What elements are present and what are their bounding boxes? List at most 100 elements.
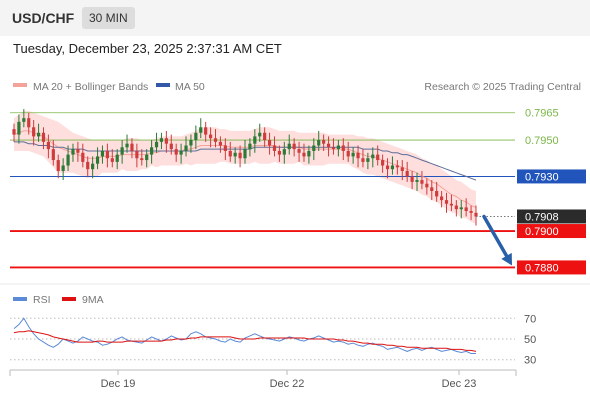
candle-body-36 [189, 140, 193, 146]
candle-body-32 [169, 143, 173, 150]
candle-body-25 [135, 150, 139, 159]
candle-body-68 [346, 150, 350, 157]
candle-body-77 [390, 165, 395, 170]
candle-body-92 [464, 207, 468, 212]
candle-body-0 [12, 129, 16, 135]
candle-body-72 [366, 158, 370, 162]
candle-body-22 [120, 147, 124, 155]
candle-body-54 [277, 150, 282, 155]
x-tick-label-0: Dec 19 [101, 378, 136, 390]
candle-body-87 [439, 196, 444, 201]
timeframe-badge[interactable]: 30 MIN [82, 7, 135, 29]
candle-body-19 [105, 150, 109, 159]
last-price-label: 0.7908 [525, 211, 559, 223]
rsi-chart: 70 50 30 [10, 313, 536, 367]
candle-body-44 [228, 150, 232, 157]
candle-body-31 [164, 138, 168, 144]
candle-body-94 [474, 212, 478, 217]
candle-body-60 [307, 150, 311, 157]
candle-body-59 [302, 152, 306, 157]
candle-body-90 [454, 205, 458, 210]
source-credit: Research © 2025 Trading Central [424, 81, 581, 93]
ma20-legend-label: MA 20 + Bollinger Bands [33, 81, 148, 93]
chart-header: USD/CHF 30 MIN [0, 0, 590, 36]
candle-body-74 [376, 154, 380, 161]
candle-body-61 [312, 145, 316, 151]
candle-body-66 [336, 145, 340, 150]
candle-body-57 [292, 143, 296, 150]
level-label-0.7880: 0.7880 [525, 262, 559, 274]
level-tag-0.7880 [517, 260, 586, 275]
candle-body-55 [282, 149, 286, 155]
rsi-legend: RSI 9MA [13, 294, 104, 306]
candle-body-11 [66, 154, 70, 166]
forecast-arrow-head [501, 252, 512, 266]
x-tick-label-2: Dec 23 [442, 378, 477, 390]
level-label-0.7900: 0.7900 [525, 226, 559, 238]
rsi-tick-70: 70 [524, 313, 536, 325]
candle-body-28 [150, 147, 154, 155]
candle-body-80 [405, 170, 409, 177]
candle-body-50 [258, 132, 262, 137]
candle-body-70 [356, 152, 360, 159]
rsi-ma-legend-label: 9MA [82, 294, 104, 306]
candle-body-85 [430, 187, 434, 191]
candle-body-30 [159, 138, 164, 142]
rsi-legend-label: RSI [33, 294, 51, 306]
bollinger-band [14, 110, 476, 224]
candle-body-5 [36, 132, 41, 137]
rsi-line [13, 317, 476, 354]
candle-body-79 [400, 167, 404, 171]
candle-body-14 [81, 152, 85, 162]
candle-body-33 [174, 149, 178, 155]
candle-body-39 [204, 127, 208, 135]
candles [12, 109, 478, 226]
candle-body-34 [179, 150, 183, 155]
candle-body-35 [184, 145, 188, 151]
candle-body-69 [351, 152, 355, 157]
candle-body-21 [115, 154, 119, 162]
price-chart: 0.7965 0.7950 0.7930 0.7900 0.7880 0.7908 [10, 108, 586, 275]
ma20-legend-swatch [13, 83, 27, 87]
level-tag-0.7900 [517, 224, 586, 239]
candle-body-49 [253, 136, 257, 144]
candle-body-43 [223, 145, 227, 151]
level-label-0.7965: 0.7965 [525, 108, 559, 120]
candle-body-71 [361, 158, 365, 162]
candle-body-20 [110, 158, 114, 162]
candle-body-15 [86, 161, 90, 170]
x-axis-ticks: Dec 19 Dec 22 Dec 23 [101, 370, 477, 390]
candle-body-45 [233, 152, 237, 157]
candle-body-29 [154, 141, 159, 148]
ma50-legend-label: MA 50 [175, 81, 205, 93]
candle-body-86 [435, 191, 439, 197]
candle-body-62 [317, 140, 321, 146]
currency-pair: USD/CHF [12, 10, 75, 26]
candle-body-3 [27, 118, 31, 128]
candle-body-47 [243, 149, 247, 159]
candle-body-9 [56, 160, 60, 171]
rsi-legend-swatch [13, 297, 27, 301]
candle-body-42 [218, 141, 223, 146]
candle-body-40 [208, 134, 213, 139]
candle-body-83 [420, 180, 424, 184]
candle-body-91 [459, 207, 463, 210]
candle-body-75 [381, 160, 385, 166]
candle-body-24 [130, 143, 134, 151]
candle-body-51 [263, 132, 267, 141]
candle-body-13 [76, 149, 80, 153]
last-price-tag [517, 209, 586, 224]
price-legend: MA 20 + Bollinger Bands MA 50 [13, 81, 205, 93]
candle-body-81 [410, 176, 414, 182]
rsi-tick-50: 50 [524, 334, 536, 346]
candle-body-12 [71, 149, 75, 155]
ma50-legend-swatch [156, 83, 170, 87]
level-label-0.7950: 0.7950 [525, 135, 559, 147]
candle-body-6 [41, 132, 46, 142]
candle-body-8 [51, 149, 55, 161]
candle-body-16 [91, 163, 95, 170]
rsi-ma-legend-swatch [62, 297, 76, 301]
candle-body-7 [46, 141, 51, 150]
candle-body-78 [395, 165, 399, 168]
candle-body-48 [248, 143, 252, 150]
